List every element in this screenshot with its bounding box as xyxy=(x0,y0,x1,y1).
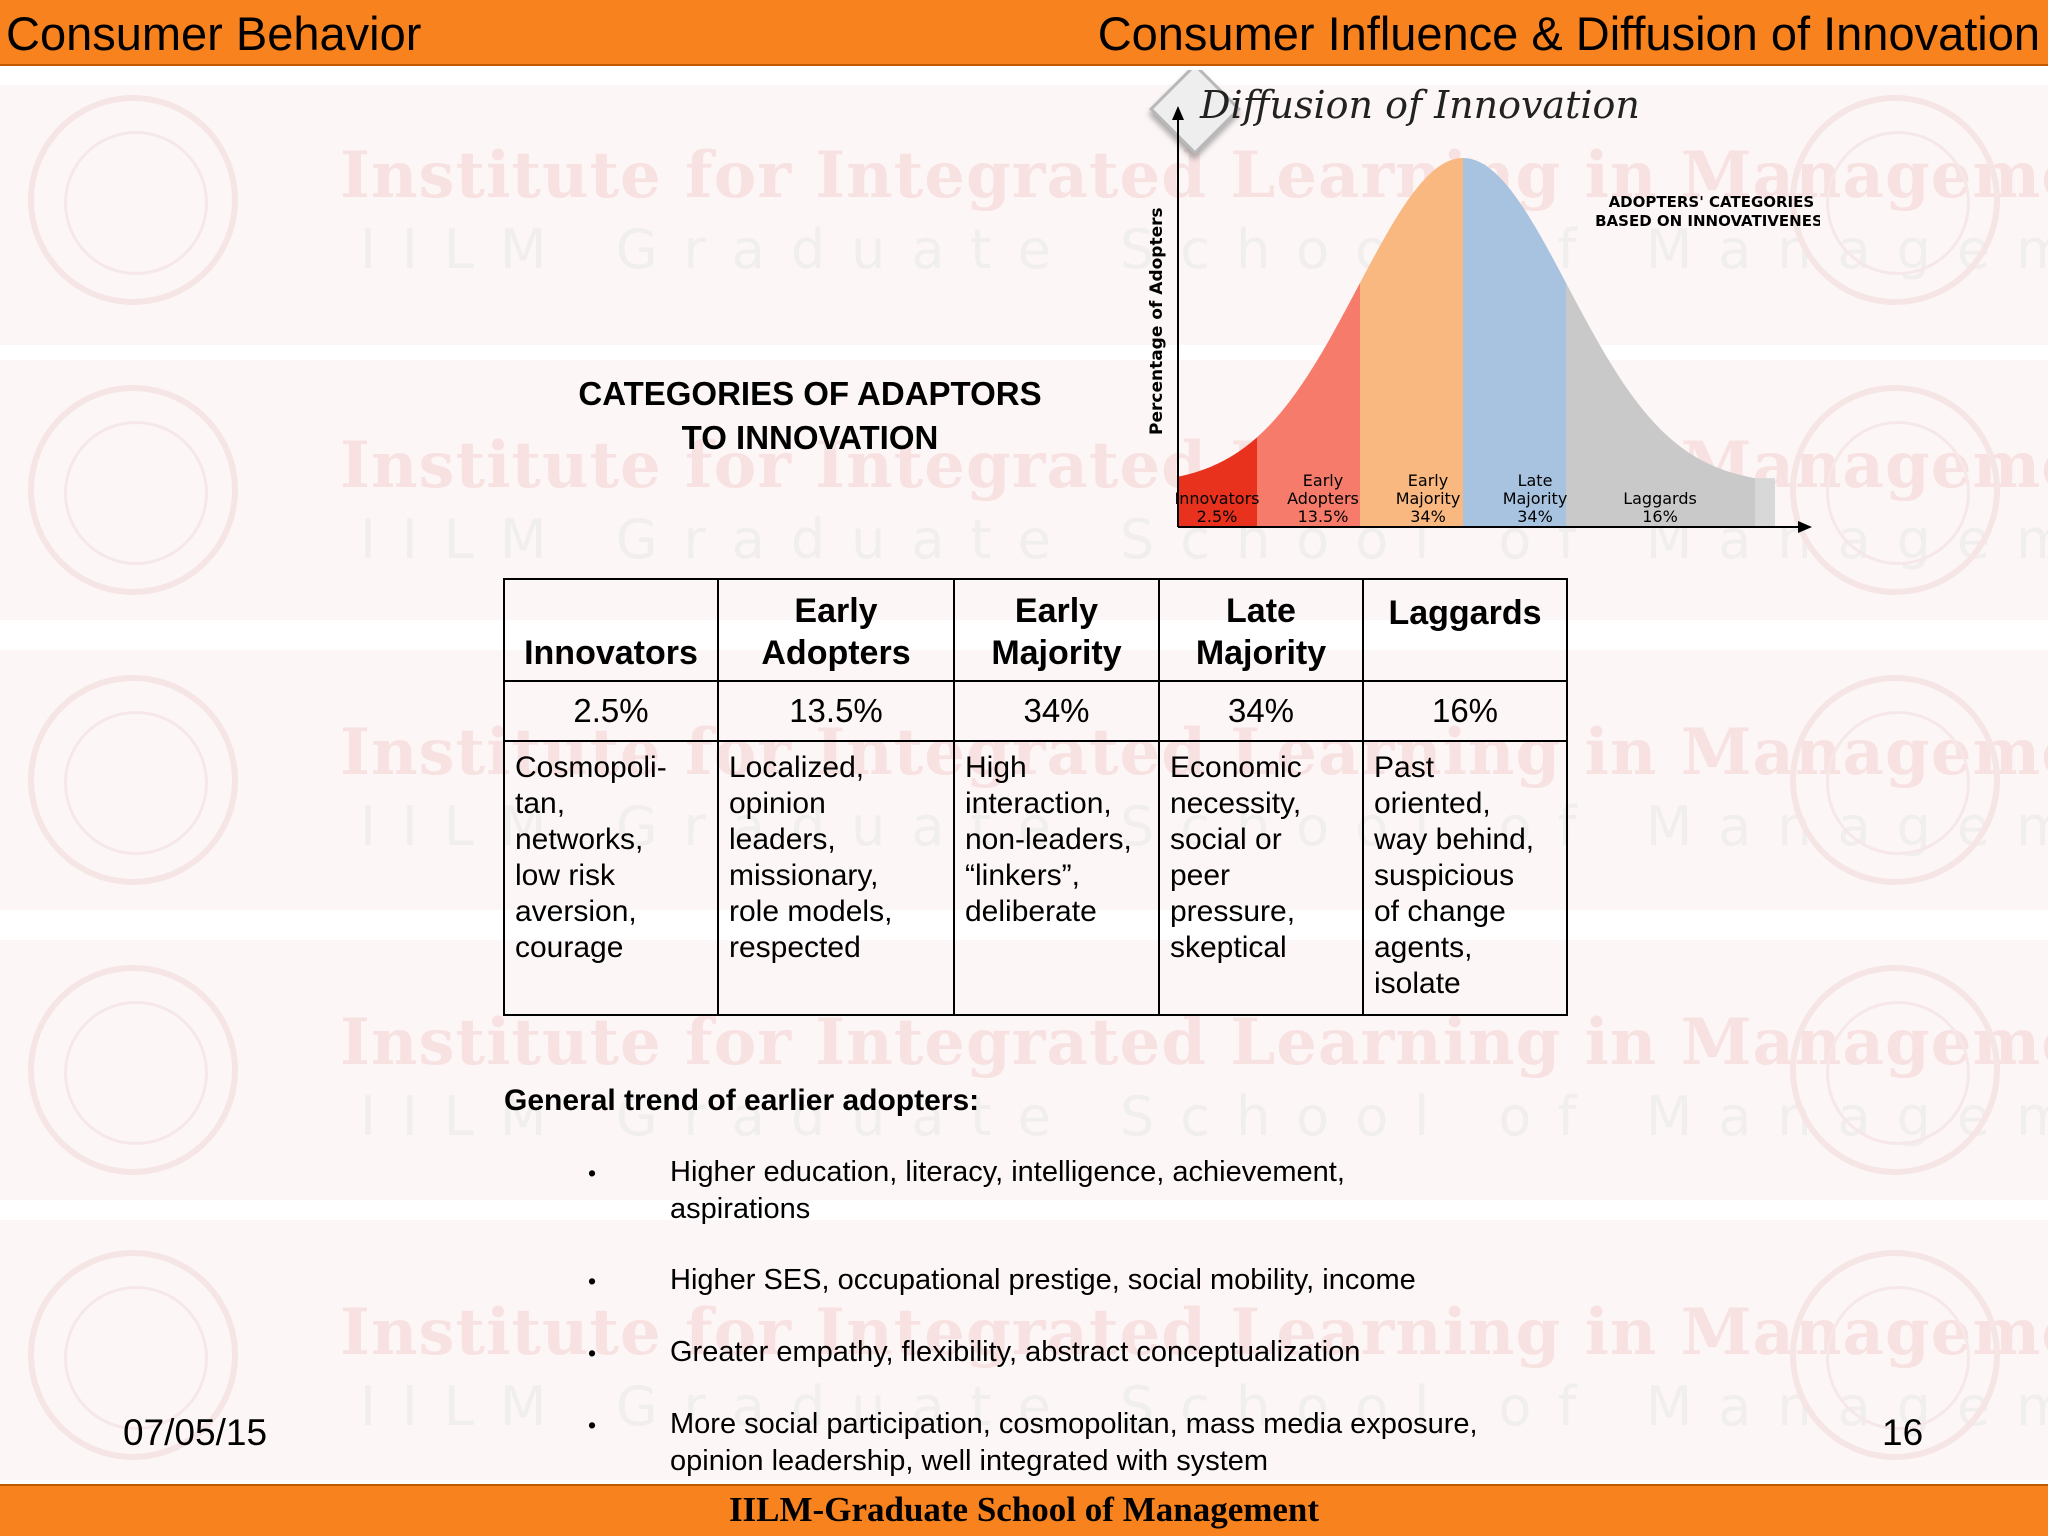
table-percent-row: 2.5% 13.5% 34% 34% 16% xyxy=(503,680,1568,742)
watermark-band xyxy=(0,1220,2048,1480)
bullet-icon: • xyxy=(588,1268,597,1294)
chart-annotation-line: ADOPTERS' CATEGORIES xyxy=(1609,193,1815,211)
watermark-seal-icon xyxy=(28,95,238,305)
bullet-icon: • xyxy=(588,1340,597,1366)
chart-category-label: Laggards xyxy=(1623,489,1697,508)
watermark-band xyxy=(0,85,2048,345)
description-cell: High interaction, non-leaders, “linkers”, … xyxy=(953,740,1160,1016)
chart-band xyxy=(1360,158,1463,527)
chart-category-label: Innovators xyxy=(1174,489,1259,508)
chart-y-arrow-icon xyxy=(1172,106,1184,120)
header-right-title: Consumer Influence & Diffusion of Innova… xyxy=(1097,7,2040,60)
table-cell: 13.5% xyxy=(717,680,955,742)
chart-category-share: 34% xyxy=(1517,507,1553,526)
chart-band xyxy=(1178,437,1257,527)
slide-date: 07/05/15 xyxy=(123,1412,268,1453)
chart-category-share: 16% xyxy=(1642,507,1678,526)
chart-category-label: Adopters xyxy=(1287,489,1359,508)
header-cell-laggards: Laggards xyxy=(1362,578,1568,682)
header-bar: Consumer Behavior Consumer Influence & D… xyxy=(0,0,2048,66)
description-cell: Economic necessity, social or peer pressur… xyxy=(1158,740,1364,1016)
header-cell-innovators: Innovators xyxy=(503,578,719,682)
chart-annotation: ADOPTERS' CATEGORIES BASED ON INNOVATIVE… xyxy=(1595,193,1820,230)
trend-title: General trend of earlier adopters: xyxy=(504,1084,980,1117)
chart-band xyxy=(1463,158,1566,527)
header-cell-early-adopters: Early Adopters xyxy=(717,578,955,682)
watermark-line1: Institute for Integrated Learning in Man… xyxy=(340,1295,2048,1370)
chart-x-arrow-icon xyxy=(1798,521,1812,533)
chart-category-label: Majority xyxy=(1503,489,1568,508)
bullet-icon: • xyxy=(588,1160,597,1186)
description-cell: Past oriented, way behind, suspicious of c… xyxy=(1362,740,1568,1016)
watermark-seal-icon xyxy=(1790,385,2000,595)
chart-title: Diffusion of Innovation xyxy=(1199,83,1640,127)
chart-category-share: 34% xyxy=(1410,507,1446,526)
watermark-line1: Institute for Integrated Learning in Man… xyxy=(340,1005,2048,1080)
watermark-line2: IILM Graduate School of Management xyxy=(360,1375,2048,1438)
table-cell: 34% xyxy=(953,680,1160,742)
bullet-icon: • xyxy=(588,1412,597,1438)
categories-title-line: CATEGORIES OF ADAPTORS xyxy=(578,375,1042,412)
chart-category-label: Early xyxy=(1303,471,1343,490)
watermark-seal-icon xyxy=(28,965,238,1175)
watermark-seal-icon xyxy=(28,1250,238,1460)
chart-bands xyxy=(1178,158,1775,527)
footer-institution: IILM-Graduate School of Management xyxy=(728,1490,1320,1529)
header-cell-early-majority: Early Majority xyxy=(953,578,1160,682)
chart-y-label: Percentage of Adopters xyxy=(1147,207,1167,435)
chart-title-diamond-icon xyxy=(1149,70,1241,155)
trend-item: Higher SES, occupational prestige, socia… xyxy=(670,1264,1416,1296)
chart-category-share: 2.5% xyxy=(1197,507,1238,526)
watermark-seal-icon xyxy=(1790,675,2000,885)
categories-title-line: TO INNOVATION xyxy=(681,419,939,456)
watermark-seal-icon xyxy=(1790,965,2000,1175)
chart-band xyxy=(1566,282,1755,527)
header-cell-late-majority: Late Majority xyxy=(1158,578,1364,682)
table-cell: 2.5% xyxy=(503,680,719,742)
chart-category-label: Late xyxy=(1518,471,1553,490)
watermark-seal-icon xyxy=(28,675,238,885)
table-cell: 16% xyxy=(1362,680,1568,742)
diffusion-chart: Diffusion of Innovation Percentage of Ad… xyxy=(1147,70,1820,533)
categories-title: CATEGORIES OF ADAPTORS TO INNOVATION xyxy=(520,372,1100,460)
watermark-seal-icon xyxy=(1790,1250,2000,1460)
description-cell: Cosmopoli-tan, networks, low risk aversio… xyxy=(503,740,719,1016)
chart-category-label: Majority xyxy=(1396,489,1461,508)
footer-bar: IILM-Graduate School of Management xyxy=(0,1484,2048,1536)
slide-number: 16 xyxy=(1882,1412,1924,1453)
chart-category-labels: Innovators2.5%EarlyAdopters13.5%EarlyMaj… xyxy=(1174,471,1696,526)
chart-band xyxy=(1257,282,1360,527)
trend-item: Higher education, literacy, intelligence… xyxy=(670,1156,1345,1225)
trend-item: More social participation, cosmopolitan,… xyxy=(670,1408,1478,1477)
description-cell: Localized, opinion leaders, missionary, ro… xyxy=(717,740,955,1016)
watermark-line2: IILM Graduate School of Management xyxy=(360,1085,2048,1148)
table-description-row: Cosmopoli-tan, networks, low risk aversio… xyxy=(503,740,1568,1016)
table-cell: 34% xyxy=(1158,680,1364,742)
chart-category-share: 13.5% xyxy=(1298,507,1349,526)
chart-category-label: Early xyxy=(1408,471,1448,490)
trend-item: Greater empathy, flexibility, abstract c… xyxy=(670,1336,1361,1368)
watermark-seal-icon xyxy=(1790,95,2000,305)
watermark-line2: IILM Graduate School of Management xyxy=(360,218,2048,281)
watermark-seal-icon xyxy=(28,385,238,595)
adopter-table: Innovators Early Adopters Early Majority L… xyxy=(503,578,1568,1016)
table-header-row: Innovators Early Adopters Early Majority L… xyxy=(503,578,1568,682)
chart-band-tail xyxy=(1755,478,1775,527)
header-left-title: Consumer Behavior xyxy=(6,7,422,60)
chart-annotation-line: BASED ON INNOVATIVENESS xyxy=(1595,212,1820,230)
